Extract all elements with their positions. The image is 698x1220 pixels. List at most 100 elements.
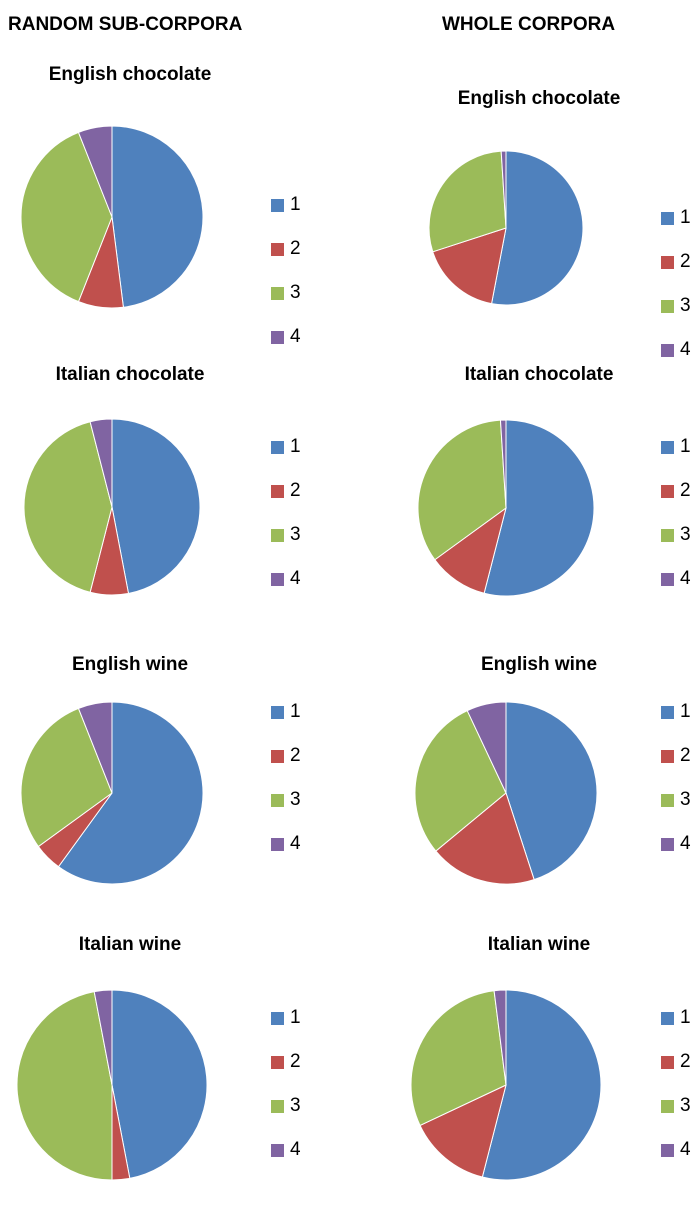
legend-swatch (271, 1144, 284, 1157)
legend-swatch (661, 1100, 674, 1113)
pie-slice-1 (111, 989, 208, 1179)
legend-swatch (271, 794, 284, 807)
legend-label: 1 (290, 701, 301, 722)
whole-corpora-italian-wine-chart: Italian wine 1 2 3 4 (349, 920, 698, 1194)
legend-label: 2 (290, 238, 301, 259)
legend-swatch (661, 794, 674, 807)
pie-slice-1 (111, 418, 201, 595)
random-sub-corpora-italian-wine-chart: Italian wine 1 2 3 4 (0, 920, 349, 1194)
whole-corpora-english-wine-chart: English wine 1 2 3 4 (349, 640, 698, 940)
legend-label: 4 (680, 1139, 691, 1160)
legend-swatch (661, 838, 674, 851)
legend-swatch (661, 441, 674, 454)
legend-swatch (271, 199, 284, 212)
legend-swatch (661, 1144, 674, 1157)
pie-chart (428, 150, 584, 306)
pie-chart (16, 989, 208, 1181)
pie-slice-4 (466, 701, 507, 794)
legend-label: 1 (680, 207, 691, 228)
column-header-random-sub-corpora: RANDOM SUB-CORPORA (8, 14, 243, 35)
random-sub-corpora-english-chocolate-chart: English chocolate 1 2 3 4 (0, 50, 349, 350)
pie-chart (410, 989, 602, 1181)
pie-slice-4 (493, 989, 507, 1086)
pie-slice-4 (499, 419, 507, 509)
legend-swatch (271, 243, 284, 256)
pie-slice-1 (481, 989, 602, 1181)
pie-slice-3 (20, 131, 113, 303)
legend-swatch (271, 1012, 284, 1025)
legend-swatch (661, 300, 674, 313)
pie-chart (20, 701, 204, 885)
chart-title: English wine (71, 654, 189, 675)
legend-swatch (271, 706, 284, 719)
chart-title: Italian chocolate (55, 364, 205, 385)
legend-label: 3 (680, 789, 691, 810)
legend-label: 4 (680, 339, 691, 360)
legend-label: 4 (290, 1139, 301, 1160)
whole-corpora-english-chocolate-chart: English chocolate 1 2 3 4 (349, 50, 698, 360)
legend-label: 4 (680, 833, 691, 854)
legend-swatch (661, 529, 674, 542)
chart-title: Italian wine (78, 934, 182, 955)
legend-label: 1 (680, 701, 691, 722)
pie-slice-4 (77, 701, 113, 794)
legend-label: 3 (290, 524, 301, 545)
pie-slice-4 (89, 418, 113, 508)
pie-chart (20, 125, 204, 309)
legend-label: 2 (680, 251, 691, 272)
legend-swatch (661, 344, 674, 357)
random-sub-corpora-italian-chocolate-chart: Italian chocolate 1 2 3 4 (0, 350, 349, 650)
pie-slice-1 (505, 701, 598, 881)
legend-swatch (271, 485, 284, 498)
legend-swatch (271, 1100, 284, 1113)
pie-slice-2 (432, 227, 507, 305)
legend-label: 3 (290, 789, 301, 810)
pie-chart (23, 418, 201, 596)
pie-slice-4 (77, 125, 113, 218)
pie-slice-1 (57, 701, 204, 885)
legend-swatch (661, 750, 674, 763)
legend-swatch (271, 750, 284, 763)
whole-corpora-italian-chocolate-chart: Italian chocolate 1 2 3 4 (349, 350, 698, 650)
legend-label: 1 (680, 1007, 691, 1028)
legend-label: 2 (680, 1051, 691, 1072)
legend-swatch (271, 287, 284, 300)
legend-swatch (661, 485, 674, 498)
legend-label: 2 (680, 745, 691, 766)
pie-slice-1 (111, 125, 204, 308)
legend-swatch (271, 441, 284, 454)
legend-label: 3 (680, 295, 691, 316)
pie-chart (417, 419, 595, 597)
pie-slice-2 (435, 792, 535, 885)
chart-title: English wine (480, 654, 598, 675)
chart-title: English chocolate (457, 88, 621, 109)
legend-label: 4 (290, 568, 301, 589)
legend-swatch (661, 1056, 674, 1069)
legend-label: 4 (680, 568, 691, 589)
legend-label: 1 (290, 194, 301, 215)
legend-label: 2 (290, 1051, 301, 1072)
pie-slice-3 (20, 707, 113, 848)
legend-swatch (661, 1012, 674, 1025)
legend-label: 3 (680, 524, 691, 545)
legend-label: 3 (680, 1095, 691, 1116)
pie-slice-2 (419, 1084, 507, 1178)
pie-slice-3 (428, 150, 507, 253)
legend-label: 3 (290, 282, 301, 303)
legend-label: 4 (290, 833, 301, 854)
pie-slice-3 (23, 421, 113, 593)
legend-swatch (271, 573, 284, 586)
pie-chart (414, 701, 598, 885)
legend-swatch (661, 212, 674, 225)
column-header-whole-corpora: WHOLE CORPORA (442, 14, 616, 35)
legend-label: 1 (680, 436, 691, 457)
legend-swatch (661, 573, 674, 586)
legend-swatch (661, 706, 674, 719)
pie-slice-1 (483, 419, 595, 597)
legend-swatch (271, 838, 284, 851)
chart-title: Italian chocolate (464, 364, 614, 385)
legend-label: 4 (290, 326, 301, 347)
legend-swatch (271, 1056, 284, 1069)
legend-label: 2 (680, 480, 691, 501)
legend-label: 2 (290, 745, 301, 766)
